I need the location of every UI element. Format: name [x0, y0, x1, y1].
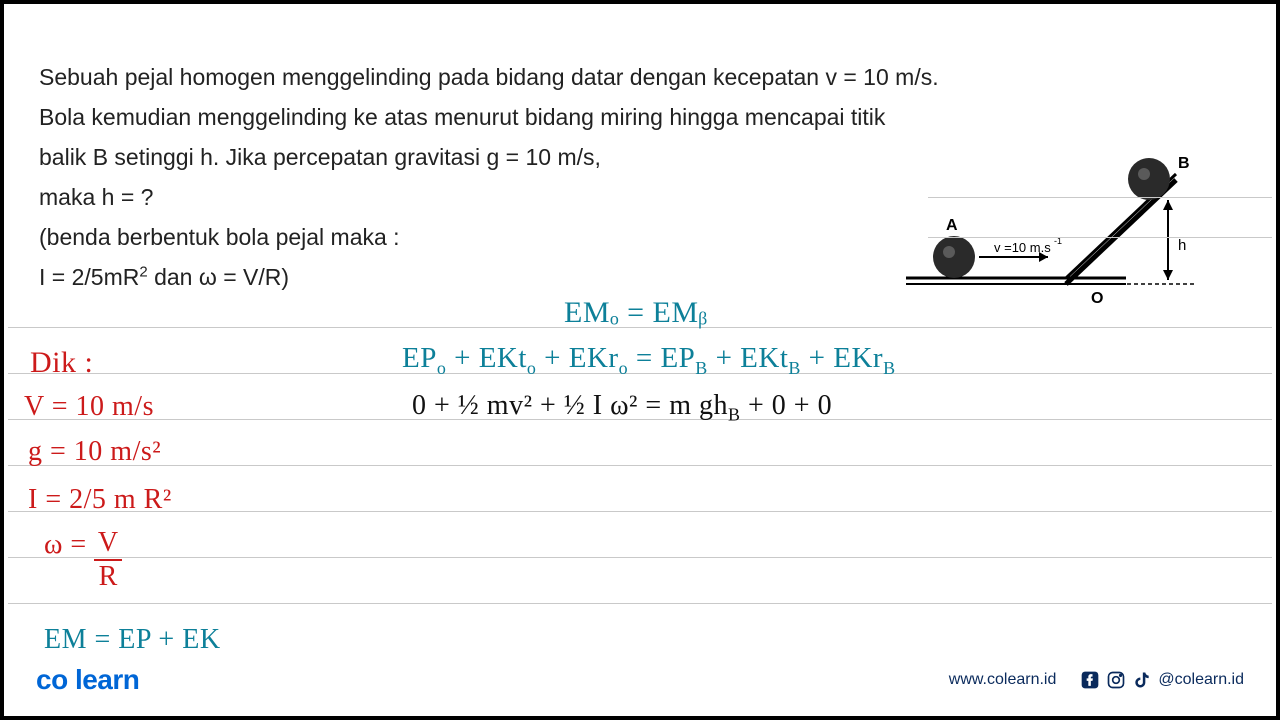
tiktok-icon: [1132, 670, 1152, 690]
facebook-icon: [1080, 670, 1100, 690]
footer: co learn www.colearn.id @colearn.id: [36, 664, 1244, 696]
given-label: Dik :: [30, 346, 93, 380]
energy-conservation: EMₒ = EMᵦ: [564, 296, 708, 330]
physics-diagram: A B O h v =10 m.s -1: [906, 150, 1216, 340]
svg-text:A: A: [946, 217, 958, 234]
instagram-icon: [1106, 670, 1126, 690]
problem-line-1: Sebuah pejal homogen menggelinding pada …: [39, 59, 1241, 97]
problem-line-2: Bola kemudian menggelinding ke atas menu…: [39, 99, 1241, 137]
given-g: g = 10 m/s²: [28, 436, 161, 468]
svg-text:v =10 m.s: v =10 m.s: [994, 240, 1051, 255]
svg-text:h: h: [1178, 237, 1186, 254]
footer-url: www.colearn.id: [949, 671, 1057, 689]
svg-text:O: O: [1091, 290, 1103, 307]
given-omega: ω = V R: [44, 529, 122, 591]
energy-expansion: EPo + EKto + EKro = EPB + EKtB + EKrB: [402, 342, 896, 379]
svg-text:B: B: [1178, 155, 1190, 172]
energy-definition: EM = EP + EK: [44, 624, 221, 656]
given-v: V = 10 m/s: [24, 391, 154, 423]
social-group: @colearn.id: [1080, 670, 1244, 690]
kinetic-substitution: 0 + ½ mv² + ½ I ω² = m ghB + 0 + 0: [412, 390, 832, 426]
footer-handle: @colearn.id: [1158, 671, 1244, 689]
brand-logo: co learn: [36, 664, 139, 696]
given-I: I = 2/5 m R²: [28, 484, 172, 516]
